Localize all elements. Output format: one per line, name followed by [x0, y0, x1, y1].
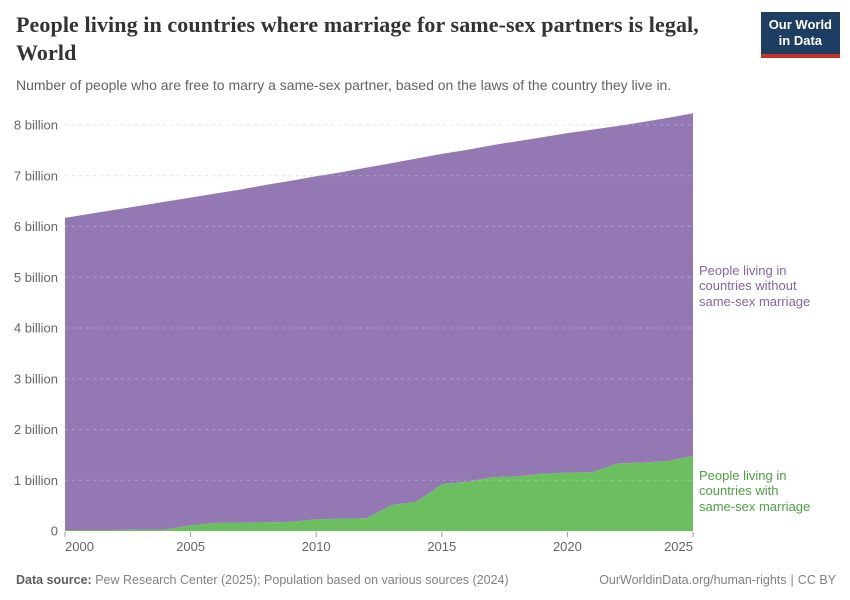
series-label-line: countries with	[699, 483, 779, 499]
chart-title: People living in countries where marriag…	[16, 12, 699, 65]
owid-url-link[interactable]: OurWorldinData.org/human-rights	[599, 573, 787, 587]
data-source-label: Data source:	[16, 573, 92, 587]
area-without-same-sex-marriage[interactable]	[65, 113, 693, 531]
y-axis-label: 1 billion	[14, 473, 58, 488]
x-axis-label: 2025	[664, 539, 693, 554]
series-label-without-same-sex-marriage[interactable]: People living in countries without same-…	[699, 263, 829, 309]
series-label-line: People living in	[699, 468, 787, 483]
y-axis-label: 0	[51, 524, 58, 539]
series-label-line: same-sex marriage	[699, 293, 811, 309]
license-badge[interactable]: CC BY	[797, 573, 836, 587]
y-axis-label: 2 billion	[14, 422, 58, 437]
y-axis-label: 4 billion	[14, 321, 58, 336]
y-axis-label: 6 billion	[14, 219, 58, 234]
owid-logo[interactable]: Our World in Data	[760, 12, 840, 58]
owid-logo-line1: Our World	[768, 17, 832, 32]
x-axis-label: 2010	[302, 539, 331, 554]
data-source-text: Pew Research Center (2025); Population b…	[95, 573, 509, 587]
x-axis-label: 2015	[427, 539, 456, 554]
footer-separator: |	[790, 573, 794, 587]
series-label-line: People living in	[699, 263, 787, 278]
y-axis-label: 7 billion	[14, 168, 58, 183]
x-axis-label: 2000	[65, 539, 94, 554]
footer-credits: OurWorldinData.org/human-rights | CC BY	[599, 573, 836, 587]
x-axis-label: 2005	[176, 539, 205, 554]
data-source-note: Data source: Pew Research Center (2025);…	[16, 573, 509, 587]
x-axis-label: 2020	[553, 539, 582, 554]
y-axis-label: 8 billion	[14, 118, 58, 133]
series-label-line: same-sex marriage	[699, 498, 811, 514]
series-label-line: countries without	[699, 278, 797, 294]
area-with-same-sex-marriage[interactable]	[65, 455, 693, 531]
chart-subtitle: Number of people who are free to marry a…	[16, 77, 672, 93]
chart-footer: Data source: Pew Research Center (2025);…	[16, 573, 836, 587]
owid-logo-line2: in Data	[778, 33, 823, 49]
y-axis-label: 3 billion	[14, 371, 58, 386]
series-label-with-same-sex-marriage[interactable]: People living in countries with same-sex…	[699, 468, 829, 514]
y-axis-label: 5 billion	[14, 270, 58, 285]
